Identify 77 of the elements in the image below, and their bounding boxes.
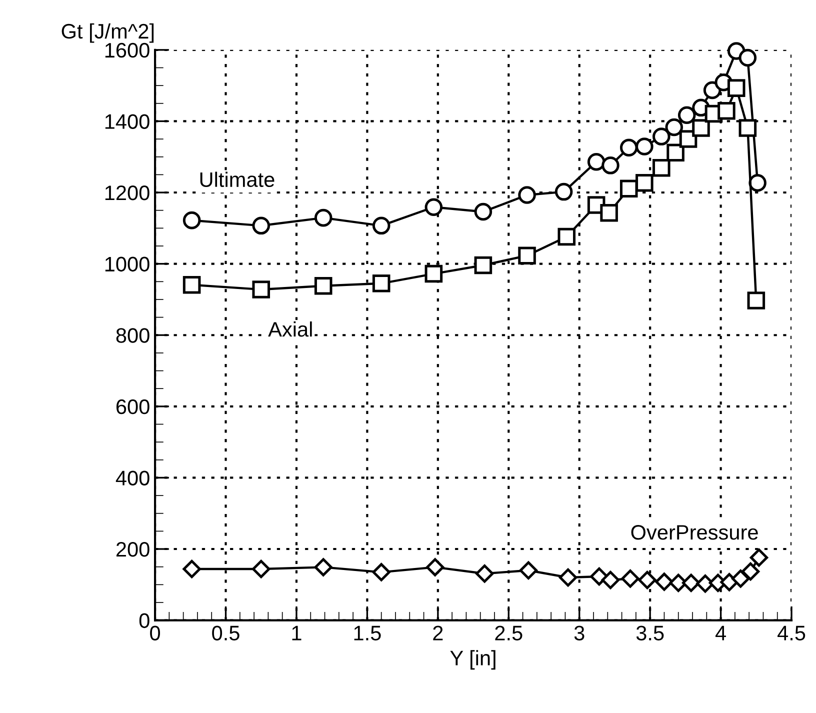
x-tick-label: 1.5 [354,626,381,640]
point [424,198,443,216]
x-tick-label: 0 [150,626,160,640]
series-label: Ultimate [200,172,274,188]
point [750,548,768,567]
point [620,180,638,198]
point [682,574,700,592]
point [518,246,536,264]
point [620,138,638,156]
point [741,562,760,581]
point [748,174,766,192]
point [601,570,620,590]
point [718,102,736,120]
series-label: Axial [268,321,312,337]
series-label: OverPressure [631,524,758,540]
y-axis-title: Gt [J/m^2] [62,23,154,43]
x-tick-label: 2 [433,626,443,640]
point [314,558,332,576]
point [621,569,640,588]
point [692,119,710,137]
point [738,48,757,67]
point [720,573,738,592]
point [652,159,670,177]
point [666,144,684,162]
point [558,228,576,246]
y-tick-label: 200 [116,542,150,557]
point [600,204,618,222]
x-tick-label: 0.5 [212,626,240,640]
point [372,216,390,235]
point [314,277,332,295]
point [474,256,492,274]
x-tick-label: 4.5 [778,626,806,640]
x-tick-label: 1 [292,626,302,640]
x-tick-label: 3 [574,626,584,640]
point [474,202,492,221]
point [182,560,201,578]
point [372,274,390,292]
y-tick-label: 1000 [105,256,150,272]
x-tick-label: 3.5 [636,626,664,640]
y-tick-label: 800 [116,328,150,343]
y-tick-label: 400 [116,470,150,486]
point [252,280,270,298]
point [519,561,538,580]
point [655,572,674,591]
point [738,119,757,137]
point [558,568,578,587]
point [665,118,684,136]
point [314,208,332,227]
point [424,264,443,283]
y-tick-label: 1400 [105,114,150,129]
point [252,560,270,578]
x-tick-label: 4 [715,626,726,640]
point [587,152,606,171]
y-tick-label: 1200 [105,186,150,200]
x-tick-label: 2.5 [495,626,522,640]
point [636,138,654,156]
point [636,174,654,192]
x-axis-title: Y [in] [450,650,496,670]
point [727,79,746,97]
y-tick-label: 600 [116,399,150,414]
point [747,292,766,310]
point [679,130,698,148]
point [652,128,670,146]
point [426,558,444,576]
point [678,106,696,124]
y-tick-label: 0 [139,613,150,628]
point [182,276,201,294]
point [252,216,270,235]
point [602,156,620,174]
point [638,570,656,590]
point [182,211,201,230]
point [731,569,750,588]
point [475,564,494,583]
point [372,563,390,582]
point [518,186,536,204]
y-tick-label: 1600 [105,42,150,58]
point [554,182,573,201]
